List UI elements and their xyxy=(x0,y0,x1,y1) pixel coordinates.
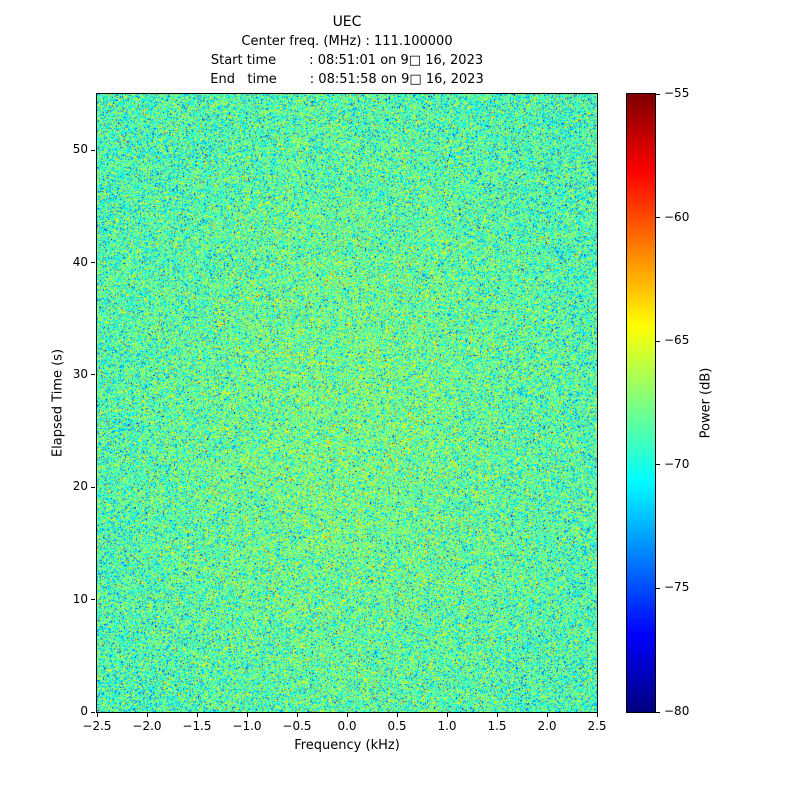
end-time-line: End time : 08:51:58 on 9□ 16, 2023 xyxy=(210,72,484,87)
y-tick-label: 0 xyxy=(80,704,88,718)
x-tick-mark xyxy=(96,713,98,717)
y-tick-label: 50 xyxy=(72,142,88,157)
colorbar-gradient xyxy=(627,94,655,712)
y-tick-label: 10 xyxy=(72,591,88,606)
y-tick-mark xyxy=(91,599,95,601)
x-tick-mark xyxy=(396,713,398,717)
colorbar-tick-mark xyxy=(656,340,660,342)
colorbar-tick-label: −80 xyxy=(664,704,690,718)
colorbar-tick-label: −60 xyxy=(664,209,690,224)
x-tick-label: −0.5 xyxy=(282,719,312,733)
x-tick-label: −1.5 xyxy=(182,719,212,733)
colorbar-tick-label: −75 xyxy=(664,580,690,595)
x-tick-mark xyxy=(496,713,498,717)
start-time-line: Start time : 08:51:01 on 9□ 16, 2023 xyxy=(210,53,484,68)
colorbar-tick-label: −55 xyxy=(664,86,690,100)
colorbar xyxy=(626,93,656,713)
y-tick-label: 20 xyxy=(72,479,88,494)
x-tick-label: 2.0 xyxy=(537,719,557,733)
x-tick-mark xyxy=(246,713,248,717)
y-tick-label: 30 xyxy=(72,366,88,381)
x-tick-label: 0.0 xyxy=(337,719,357,733)
x-tick-label: −2.5 xyxy=(82,719,112,733)
x-tick-label: 1.5 xyxy=(487,719,507,733)
y-tick-mark xyxy=(91,711,95,713)
x-tick-mark xyxy=(196,713,198,717)
y-tick-label: 40 xyxy=(72,254,88,269)
x-tick-label: −1.0 xyxy=(232,719,262,733)
title-block: UEC Center freq. (MHz) : 111.100000 Star… xyxy=(97,13,597,89)
chart-title: UEC xyxy=(332,14,362,30)
y-tick-mark xyxy=(91,486,95,488)
y-tick-mark xyxy=(91,262,95,264)
x-tick-label: 0.5 xyxy=(387,719,407,733)
x-tick-mark xyxy=(546,713,548,717)
x-tick-mark xyxy=(446,713,448,717)
colorbar-tick-mark xyxy=(656,464,660,466)
x-tick-mark xyxy=(596,713,598,717)
x-tick-mark xyxy=(296,713,298,717)
x-tick-label: 1.0 xyxy=(437,719,457,733)
colorbar-label: Power (dB) xyxy=(698,367,714,439)
colorbar-tick-label: −65 xyxy=(664,333,690,348)
x-tick-label: 2.5 xyxy=(587,719,607,733)
colorbar-tick-mark xyxy=(656,711,660,713)
plot-area xyxy=(96,93,598,713)
y-axis-label: Elapsed Time (s) xyxy=(50,348,66,458)
x-tick-mark xyxy=(146,713,148,717)
x-tick-mark xyxy=(346,713,348,717)
center-freq-line: Center freq. (MHz) : 111.100000 xyxy=(241,34,453,49)
y-tick-mark xyxy=(91,149,95,151)
colorbar-tick-mark xyxy=(656,217,660,219)
y-tick-mark xyxy=(91,374,95,376)
colorbar-tick-mark xyxy=(656,587,660,589)
colorbar-tick-mark xyxy=(656,93,660,95)
colorbar-tick-label: −70 xyxy=(664,456,690,471)
spectrogram-heatmap xyxy=(97,94,597,712)
x-tick-label: −2.0 xyxy=(132,719,162,733)
x-axis-label: Frequency (kHz) xyxy=(294,738,400,753)
